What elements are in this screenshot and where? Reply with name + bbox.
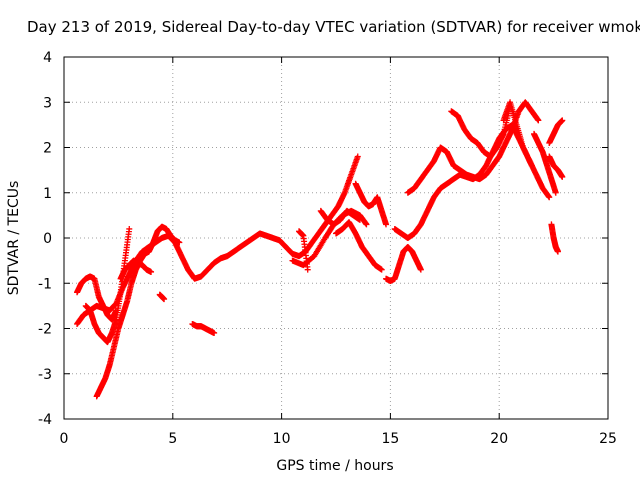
series-s14 xyxy=(404,99,542,196)
series-s17 xyxy=(531,130,559,196)
data-point xyxy=(356,216,363,223)
data-point xyxy=(559,117,566,124)
x-tick-label: 25 xyxy=(599,431,617,447)
x-tick-label: 15 xyxy=(381,431,399,447)
chart-title: Day 213 of 2019, Sidereal Day-to-day VTE… xyxy=(27,18,640,36)
y-tick-label: -2 xyxy=(38,322,52,338)
series-s16 xyxy=(500,99,553,201)
y-tick-label: 0 xyxy=(43,231,52,247)
y-tick-label: 4 xyxy=(43,50,52,66)
x-tick-label: 10 xyxy=(273,431,291,447)
series-s9 xyxy=(317,207,363,228)
series-s4 xyxy=(74,273,120,323)
data-point xyxy=(113,307,120,314)
series-s3 xyxy=(93,223,183,400)
grid xyxy=(64,57,608,419)
data-point xyxy=(148,268,155,275)
series-s2 xyxy=(82,225,133,346)
series-s5 xyxy=(117,257,155,282)
data-point xyxy=(535,117,542,124)
y-tick-label: -4 xyxy=(38,412,52,428)
y-tick-label: 3 xyxy=(43,95,52,111)
series-s15 xyxy=(448,103,514,160)
y-tick-label: 2 xyxy=(43,141,52,157)
data-point xyxy=(554,248,561,255)
data-point xyxy=(417,266,424,273)
data-point xyxy=(161,296,168,303)
series-s7 xyxy=(189,320,218,337)
data-point xyxy=(354,153,361,160)
data-point xyxy=(363,221,370,228)
x-axis-label: GPS time / hours xyxy=(276,458,393,474)
y-axis-label: SDTVAR / TECUs xyxy=(6,181,22,296)
x-tick-label: 5 xyxy=(168,431,177,447)
series-s12 xyxy=(383,244,424,284)
series-s11 xyxy=(352,180,390,228)
data-point xyxy=(559,173,566,180)
series-s13 xyxy=(391,121,535,241)
data-point xyxy=(126,225,133,232)
series-s18 xyxy=(546,153,566,180)
series-s21 xyxy=(296,228,311,273)
data-marks xyxy=(74,99,566,400)
y-tick-label: -3 xyxy=(38,367,52,383)
series-s19 xyxy=(548,221,561,255)
data-point xyxy=(552,189,559,196)
y-tick-label: -1 xyxy=(38,276,52,292)
data-point xyxy=(546,194,553,201)
data-point xyxy=(211,330,218,337)
series-s20 xyxy=(546,117,566,146)
data-point xyxy=(383,221,390,228)
series-s10 xyxy=(333,219,385,273)
x-tick-label: 20 xyxy=(490,431,508,447)
data-point xyxy=(304,266,311,273)
y-tick-label: 1 xyxy=(43,186,52,202)
data-point xyxy=(176,239,183,246)
axis-ticks: 0 5 10 15 20 25 -4 -3 -2 -1 0 1 2 3 4 xyxy=(38,50,617,447)
series-s6 xyxy=(156,291,168,303)
x-tick-label: 0 xyxy=(60,431,69,447)
data-point xyxy=(378,266,385,273)
